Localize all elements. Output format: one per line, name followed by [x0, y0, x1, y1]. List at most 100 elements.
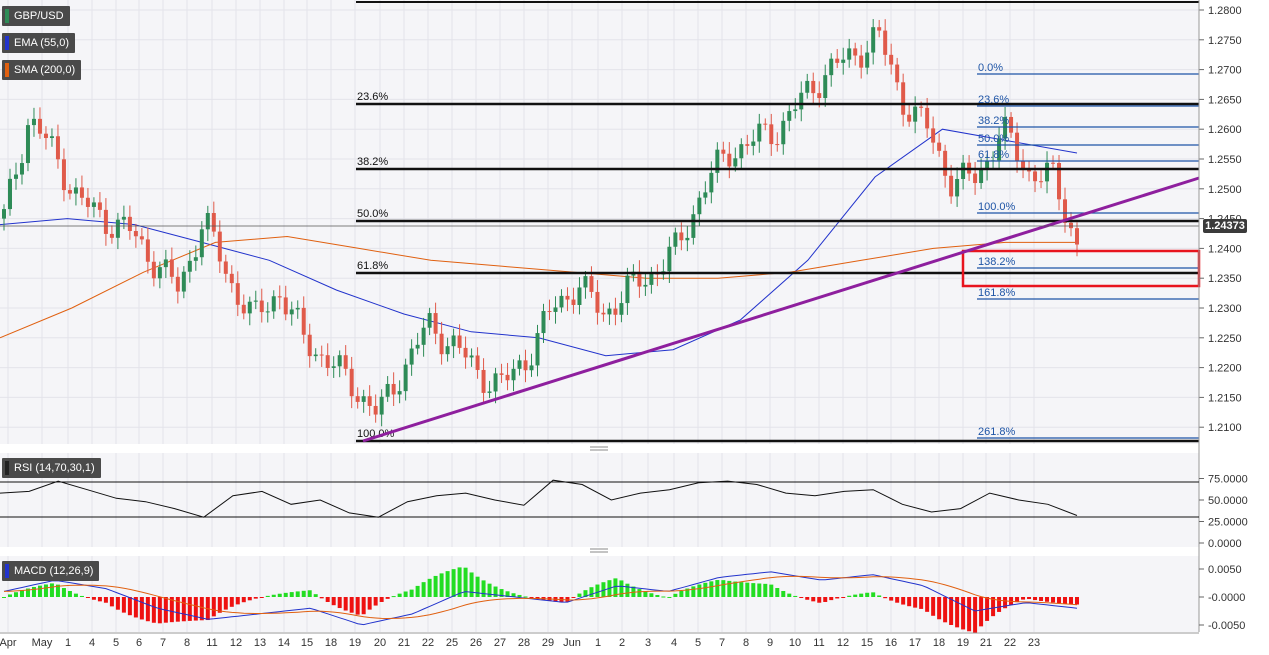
candle-body: [817, 93, 822, 99]
macd-histogram-bar: [499, 589, 504, 597]
date-tick-label: 25: [446, 637, 458, 649]
macd-histogram-bar: [625, 583, 630, 597]
candle-body: [193, 257, 198, 261]
macd-histogram-bar: [187, 597, 192, 621]
macd-histogram-bar: [901, 597, 906, 605]
macd-histogram-bar: [571, 597, 576, 598]
candle-body: [997, 138, 1002, 161]
ema-color-swatch: [5, 36, 9, 50]
macd-histogram-bar: [1063, 597, 1068, 604]
macd-histogram-bar: [427, 578, 432, 597]
candle-body: [49, 136, 54, 139]
candle-body: [697, 197, 702, 215]
candle-body: [649, 273, 654, 285]
ema-badge[interactable]: EMA (55,0): [2, 33, 76, 53]
macd-pane[interactable]: [0, 556, 1199, 632]
macd-histogram-bar: [763, 583, 768, 597]
fib-ext-label: 138.2%: [978, 256, 1016, 268]
candle-body: [577, 287, 582, 305]
macd-histogram-bar: [55, 584, 60, 597]
candle-body: [271, 296, 276, 312]
date-tick-label: 13: [254, 637, 266, 649]
sma-line: [0, 235, 1077, 339]
date-tick-label: 10: [789, 637, 801, 649]
macd-histogram-bar: [421, 582, 426, 597]
macd-histogram-bar: [787, 593, 792, 597]
candle-body: [517, 360, 522, 369]
candle-body: [505, 374, 510, 381]
rsi-badge[interactable]: RSI (14,70,30,1): [2, 458, 101, 478]
candle-body: [889, 54, 894, 65]
date-tick-label: 5: [113, 637, 119, 649]
sma-color-swatch: [5, 63, 9, 77]
macd-histogram-bar: [493, 586, 498, 597]
macd-histogram-bar: [811, 597, 816, 602]
candle-body: [811, 80, 816, 94]
macd-histogram-bar: [109, 597, 114, 607]
candle-body: [841, 59, 846, 63]
date-tick-label: 19: [957, 637, 969, 649]
candle-body: [163, 259, 168, 268]
macd-histogram-bar: [43, 584, 48, 597]
candle-body: [319, 354, 324, 356]
date-tick-label: 29: [542, 637, 554, 649]
date-tick-label: 26: [470, 637, 482, 649]
ema-label: EMA (55,0): [14, 37, 70, 49]
trendline[interactable]: [362, 176, 1200, 443]
macd-line: [3, 571, 1078, 626]
macd-histogram-bar: [373, 597, 378, 606]
macd-histogram-bar: [685, 588, 690, 597]
macd-histogram-bar: [649, 593, 654, 597]
macd-histogram-bar: [973, 597, 978, 633]
candle-body: [1075, 228, 1079, 245]
candle-body: [139, 236, 144, 240]
candle-body: [451, 335, 456, 347]
candle-body: [295, 307, 300, 310]
candle-body: [433, 313, 438, 334]
symbol-badge[interactable]: GBP/USD: [2, 6, 70, 26]
macd-histogram-bar: [583, 590, 588, 597]
macd-histogram-bar: [247, 597, 252, 601]
price-tick-label: 1.2650: [1208, 94, 1242, 106]
macd-histogram-bar: [319, 597, 324, 599]
price-tick-label: 1.2200: [1208, 363, 1242, 375]
rsi-pane[interactable]: [0, 453, 1199, 547]
candle-body: [985, 160, 990, 170]
date-tick-label: 4: [671, 637, 677, 649]
fib-ext-label: 0.0%: [978, 62, 1003, 74]
candle-body: [979, 169, 984, 184]
candle-body: [901, 82, 906, 115]
macd-histogram-bar: [667, 596, 672, 598]
date-tick-label: 1: [65, 637, 71, 649]
macd-histogram-bar: [463, 567, 468, 597]
macd-histogram-bar: [655, 594, 660, 597]
candle-body: [757, 123, 762, 142]
candle-body: [175, 276, 180, 292]
date-tick-label: 22: [422, 637, 434, 649]
macd-histogram-bar: [157, 597, 162, 624]
macd-histogram-bar: [361, 597, 366, 615]
candle-body: [1009, 116, 1014, 133]
date-tick-label: 8: [743, 637, 749, 649]
fib-ext-label: 38.2%: [978, 115, 1009, 127]
macd-histogram-bar: [265, 595, 270, 597]
date-tick-label: 11: [206, 637, 217, 649]
candle-body: [205, 213, 210, 230]
macd-badge[interactable]: MACD (12,26,9): [2, 561, 100, 581]
macd-histogram-bar: [325, 597, 330, 602]
macd-histogram-bar: [715, 580, 720, 597]
date-tick-label: 17: [909, 637, 921, 649]
candle-body: [127, 216, 132, 232]
pane-splitter-1[interactable]: [590, 446, 608, 451]
pane-splitter-2[interactable]: [590, 548, 608, 553]
macd-histogram-bar: [235, 597, 240, 605]
sma-badge[interactable]: SMA (200,0): [2, 60, 82, 80]
macd-histogram-bar: [259, 597, 264, 598]
macd-histogram-bar: [613, 578, 618, 597]
macd-histogram-bar: [1057, 597, 1062, 604]
fib-level-label: 100.0%: [357, 428, 395, 440]
macd-histogram-bar: [79, 595, 84, 597]
macd-histogram-bar: [313, 594, 318, 597]
candle-body: [445, 346, 450, 355]
